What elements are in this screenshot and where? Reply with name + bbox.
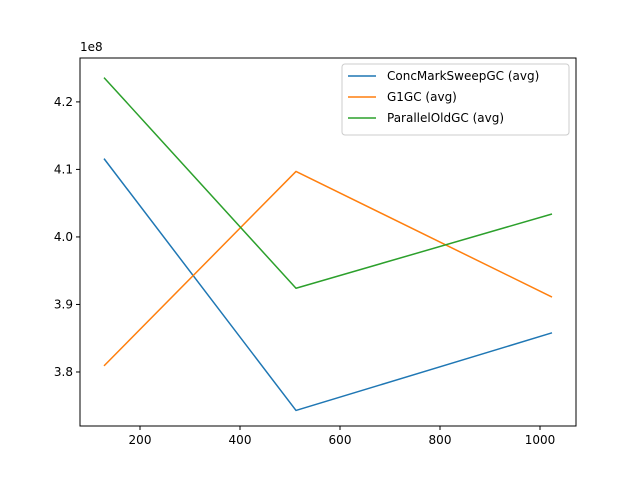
legend-entry: ConcMarkSweepGC (avg)	[387, 69, 539, 83]
x-tick-label: 800	[429, 433, 452, 447]
series-line-2	[103, 77, 553, 290]
y-tick-label: 3.8	[54, 365, 73, 379]
y-tick-label: 3.9	[54, 297, 73, 311]
y-tick-label: 4.0	[54, 230, 73, 244]
y-axis-offset-label: 1e8	[80, 40, 103, 54]
x-tick-label: 200	[129, 433, 152, 447]
series-line-0	[103, 158, 553, 412]
x-tick-label: 1000	[525, 433, 556, 447]
x-tick-label: 400	[229, 433, 252, 447]
x-tick-label: 600	[329, 433, 352, 447]
plot-lines	[103, 77, 553, 412]
series-line-1	[103, 170, 553, 367]
legend-box	[341, 63, 570, 136]
legend-entry: ParallelOldGC (avg)	[387, 111, 504, 125]
y-tick-label: 4.2	[54, 95, 73, 109]
legend-entry: G1GC (avg)	[387, 90, 457, 104]
plot-frame	[79, 57, 577, 427]
y-tick-label: 4.1	[54, 162, 73, 176]
legend: ConcMarkSweepGC (avg) G1GC (avg) ParallelO…	[341, 63, 570, 136]
y-axis: 3.8 3.9 4.0 4.1 4.2	[54, 95, 80, 379]
x-axis: 200 400 600 800 1000	[129, 426, 556, 447]
